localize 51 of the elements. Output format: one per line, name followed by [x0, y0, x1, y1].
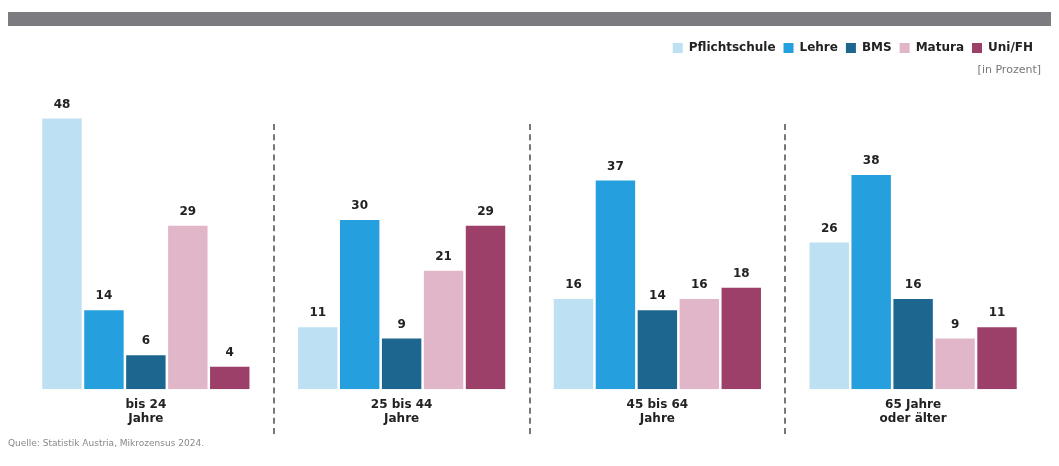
data-label: 16: [904, 277, 922, 292]
bar: [721, 287, 761, 390]
data-label: 16: [690, 277, 708, 292]
data-label: 29: [179, 203, 197, 218]
bar: [465, 225, 506, 390]
bar: [298, 327, 338, 390]
data-label: 38: [862, 153, 880, 168]
bar: [637, 310, 678, 390]
bar: [935, 338, 975, 390]
bar: [595, 180, 636, 390]
bar: [210, 366, 250, 390]
data-label: 9: [397, 316, 406, 331]
data-label: 16: [565, 277, 582, 292]
bar: [553, 298, 594, 390]
x-tick-label: bis 24 Jahre: [125, 396, 167, 425]
bar: [977, 327, 1017, 390]
data-label: 18: [732, 265, 750, 280]
x-tick-label: 65 Jahre oder älter: [879, 396, 947, 425]
bar: [679, 298, 720, 390]
legend-label: Pflichtschule: [688, 40, 776, 55]
bar: [126, 355, 166, 390]
data-label: 4: [225, 344, 234, 359]
data-label: 14: [95, 288, 113, 303]
bar: [339, 220, 380, 390]
legend-label: BMS: [861, 40, 892, 55]
bar: [168, 225, 208, 390]
legend-label: Matura: [915, 40, 964, 55]
bar: [851, 174, 891, 390]
bar: [381, 338, 422, 390]
data-label: 30: [351, 198, 369, 213]
legend-label: Uni/FH: [987, 40, 1034, 55]
data-label: 26: [820, 220, 838, 235]
data-label: 29: [477, 203, 494, 218]
bar: [84, 310, 124, 390]
bar: [893, 298, 933, 390]
source-note: Quelle: Statistik Austria, Mikrozensus 2024.: [8, 438, 205, 448]
data-label: 11: [988, 305, 1006, 320]
data-label: 6: [141, 333, 151, 348]
data-label: 9: [950, 316, 960, 331]
x-tick-label: 45 bis 64 Jahre: [626, 396, 689, 425]
data-label: 37: [607, 158, 624, 173]
legend-label: Lehre: [799, 40, 838, 55]
data-label: 14: [649, 288, 666, 303]
chart-subtitle: [in Prozent]: [977, 63, 1041, 77]
data-label: 21: [435, 248, 452, 263]
data-label: 11: [309, 305, 327, 320]
bar: [423, 270, 464, 390]
bar: [809, 242, 849, 390]
data-label: 48: [53, 96, 71, 111]
x-tick-label: 25 bis 44 Jahre: [370, 396, 433, 425]
bar: [42, 118, 82, 390]
